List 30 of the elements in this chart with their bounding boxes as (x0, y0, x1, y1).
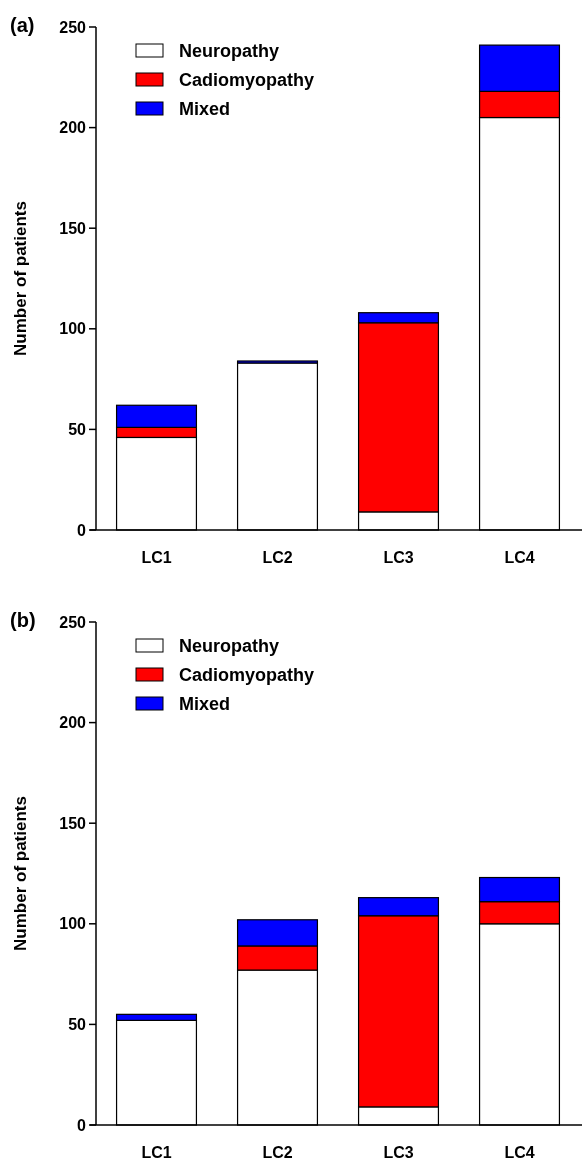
chart-title: (a) (10, 14, 35, 36)
x-tick-label: LC4 (504, 1144, 535, 1161)
legend-label: Mixed (179, 99, 231, 120)
x-tick-label: LC2 (262, 1144, 293, 1161)
y-tick-label: 100 (59, 915, 87, 933)
x-tick-label: LC2 (262, 549, 293, 566)
y-tick-label: 200 (59, 714, 87, 732)
x-tick-label: LC3 (383, 1144, 414, 1161)
x-tick-label: LC3 (383, 549, 414, 566)
legend-label: Mixed (179, 694, 231, 715)
legend-label: Cadiomyopathy (179, 70, 315, 91)
y-tick-label: 150 (59, 219, 87, 237)
legend-label: Cadiomyopathy (179, 665, 315, 686)
y-tick-label: 200 (59, 119, 87, 137)
y-tick-label: 250 (59, 613, 87, 631)
y-tick-label: 250 (59, 18, 87, 36)
y-tick-label: 150 (59, 814, 87, 832)
legend-label: Neuropathy (179, 636, 280, 657)
y-axis-title: Number of patients (11, 796, 30, 951)
y-axis-title: Number of patients (11, 201, 30, 356)
legend-label: Neuropathy (179, 41, 280, 62)
x-tick-label: LC1 (141, 549, 172, 566)
x-tick-label: LC1 (141, 1144, 172, 1161)
y-tick-label: 0 (77, 521, 87, 539)
y-tick-label: 100 (59, 320, 87, 338)
chart-title: (b) (10, 609, 36, 631)
x-tick-label: LC4 (504, 549, 535, 566)
y-tick-label: 50 (68, 1016, 87, 1033)
y-tick-label: 0 (77, 1116, 87, 1134)
y-tick-label: 50 (68, 421, 87, 438)
